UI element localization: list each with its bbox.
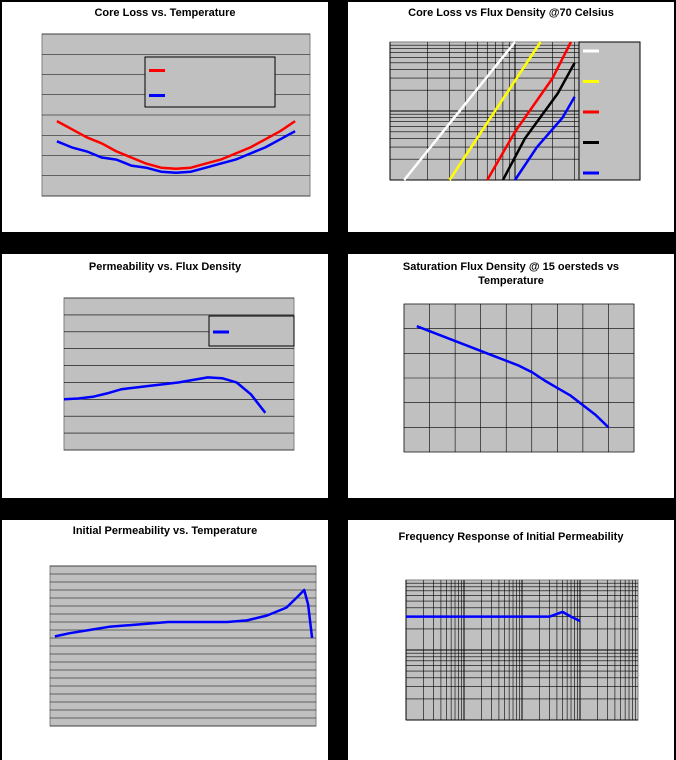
series-line-250-khz [448,41,542,181]
chart-panel-core-loss-vs-temperature: Core Loss vs. Temperature [2,2,328,232]
chart-permeability-vs-flux-density: Permeability vs. Flux Density [63,261,295,451]
chart-panel-core-loss-vs-flux-density: Core Loss vs Flux Density @70 Celsius [348,2,674,232]
series-line-100-khz-1000g [56,120,296,170]
series-line-25-khz-2000g [56,130,296,174]
series-line-initial-permeability [54,588,314,639]
chart-initial-permeability-vs-temperature: Initial Permeability vs. Temperature [49,525,317,727]
chart-title: Saturation Flux Density @ 15 oersteds vs [403,261,619,273]
series-line-initial-permeability [406,610,581,623]
chart-core-loss-vs-flux-density: Core Loss vs Flux Density @70 Celsius [389,7,641,181]
chart-panel-frequency-response: Frequency Response of Initial Permeabili… [348,520,674,760]
series-line-500-khz [403,41,516,181]
series-line-25-khz [513,96,576,181]
chart-panel-saturation-flux-density: Saturation Flux Density @ 15 oersteds vs… [348,254,674,498]
chart-title: Core Loss vs Flux Density @70 Celsius [408,7,614,19]
chart-core-loss-vs-temperature: Core Loss vs. Temperature [41,7,311,197]
chart-title: Initial Permeability vs. Temperature [73,525,257,537]
chart-title: Permeability vs. Flux Density [89,261,242,273]
legend-box [144,56,276,108]
series-line-50-khz [501,62,576,181]
series-line-70-celsius [63,376,267,414]
chart-title: Temperature [478,275,544,287]
chart-title: Core Loss vs. Temperature [94,7,235,19]
series-line-100-khz [486,41,573,181]
series-line-bsat [416,325,610,429]
chart-panel-initial-permeability-vs-temperature: Initial Permeability vs. Temperature [2,520,328,760]
chart-frequency-response: Frequency Response of Initial Permeabili… [399,531,639,721]
chart-title: Frequency Response of Initial Permeabili… [399,531,625,543]
chart-panel-permeability-vs-flux-density: Permeability vs. Flux Density [2,254,328,498]
chart-saturation-flux-density: Saturation Flux Density @ 15 oersteds vs… [403,261,635,453]
